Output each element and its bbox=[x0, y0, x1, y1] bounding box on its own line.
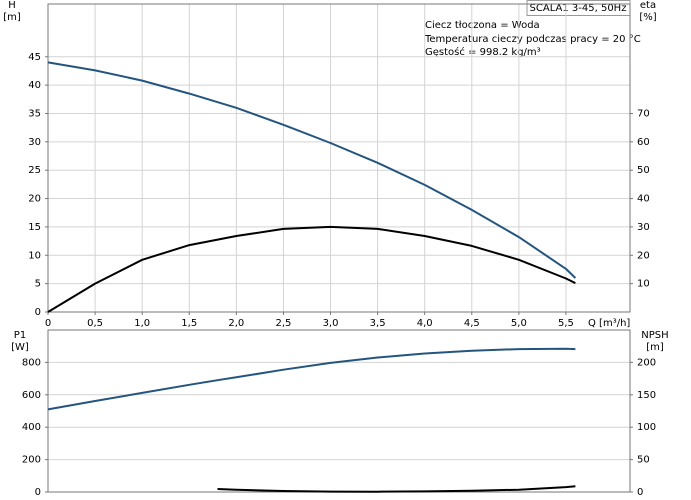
axis-label: [m] bbox=[3, 12, 21, 23]
y-tick-label: 45 bbox=[28, 52, 41, 63]
chart-title: SCALA1 3-45, 50Hz bbox=[530, 3, 627, 14]
y-tick-label: 0 bbox=[35, 307, 41, 318]
axis-label: NPSH bbox=[641, 330, 668, 341]
y-tick-label: 200 bbox=[22, 455, 41, 466]
plot-frame bbox=[47, 3, 631, 313]
y2-tick-label: 30 bbox=[637, 222, 650, 233]
x-tick-label: 1,5 bbox=[181, 318, 197, 329]
x-tick-label: 2,0 bbox=[228, 318, 244, 329]
y2-tick-label: 50 bbox=[637, 455, 650, 466]
series-line bbox=[47, 61, 577, 279]
y2-tick-label: 50 bbox=[637, 165, 650, 176]
x-tick-label: 3,0 bbox=[323, 318, 339, 329]
y2-tick-label: 10 bbox=[637, 279, 650, 290]
axis-label: P1 bbox=[14, 330, 26, 341]
y-tick-label: 40 bbox=[28, 80, 41, 91]
y-tick-label: 25 bbox=[28, 165, 41, 176]
annotation: Gęstość = 998.2 kg/m³ bbox=[425, 46, 541, 58]
x-tick-label: 3,5 bbox=[370, 318, 386, 329]
y2-tick-label: 60 bbox=[637, 137, 650, 148]
x-tick-label: 4,0 bbox=[417, 318, 433, 329]
y-tick-label: 5 bbox=[35, 279, 41, 290]
y2-tick-label: 150 bbox=[637, 390, 656, 401]
series-line bbox=[217, 485, 576, 493]
x-tick-label: 0,5 bbox=[87, 318, 103, 329]
y2-tick-label: 200 bbox=[637, 357, 656, 368]
x-tick-label: 5,0 bbox=[511, 318, 527, 329]
axis-label: H bbox=[8, 0, 16, 11]
y-tick-label: 600 bbox=[22, 390, 41, 401]
y-tick-label: 800 bbox=[22, 357, 41, 368]
y-tick-label: 15 bbox=[28, 222, 41, 233]
x-tick-label: 4,5 bbox=[464, 318, 480, 329]
y-tick-label: 400 bbox=[22, 422, 41, 433]
axis-label: [m] bbox=[646, 342, 664, 353]
series-line bbox=[47, 347, 576, 411]
axis-label: [W] bbox=[11, 342, 29, 353]
y-tick-label: 20 bbox=[28, 194, 41, 205]
x-tick-label: 1,0 bbox=[134, 318, 150, 329]
axis-label: eta bbox=[640, 0, 656, 11]
annotation: Temperatura cieczy podczas pracy = 20 °C bbox=[424, 34, 641, 45]
series-line bbox=[47, 225, 576, 313]
y2-tick-label: 100 bbox=[637, 422, 656, 433]
x-tick-label: 5,5 bbox=[558, 318, 574, 329]
y2-tick-label: 20 bbox=[637, 250, 650, 261]
x-tick-label: 0 bbox=[45, 318, 51, 329]
plot-frame bbox=[47, 329, 631, 493]
y2-tick-label: 0 bbox=[637, 487, 643, 498]
axis-label: [%] bbox=[639, 12, 656, 23]
y-tick-label: 0 bbox=[35, 487, 41, 498]
y2-tick-label: 40 bbox=[637, 194, 650, 205]
y-tick-label: 10 bbox=[28, 250, 41, 261]
y2-tick-label: 70 bbox=[637, 108, 650, 119]
annotation: Ciecz tłoczona = Woda bbox=[425, 20, 540, 31]
y-tick-label: 35 bbox=[28, 108, 41, 119]
x-axis-label: Q [m³/h] bbox=[588, 318, 630, 329]
x-tick-label: 2,5 bbox=[275, 318, 291, 329]
y-tick-label: 30 bbox=[28, 137, 41, 148]
